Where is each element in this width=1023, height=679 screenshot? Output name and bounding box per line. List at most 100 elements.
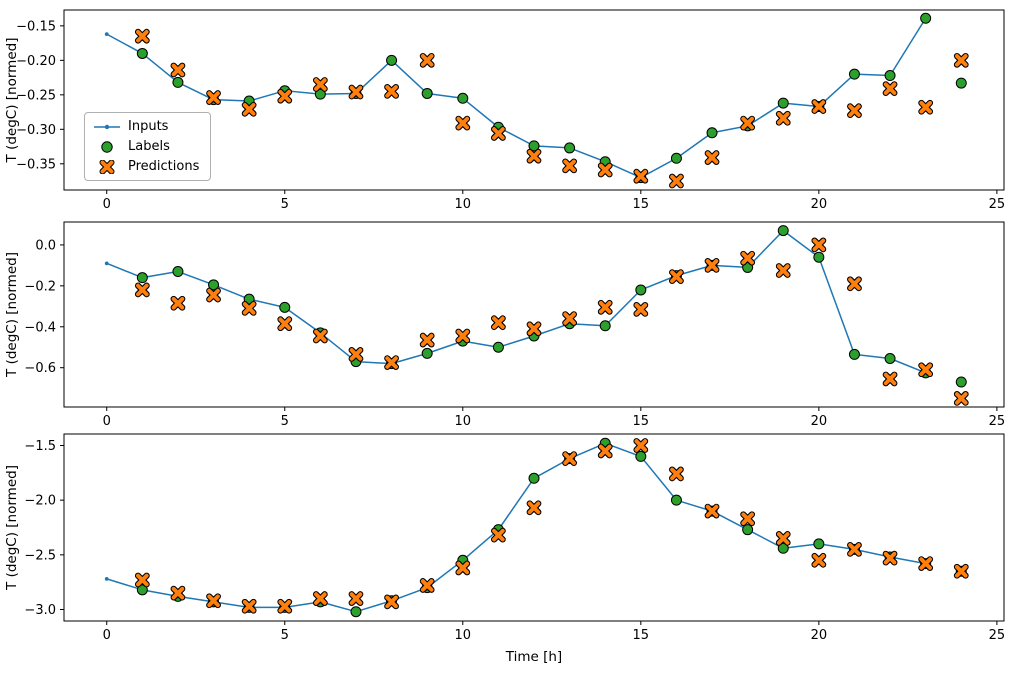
labels-circle-marker xyxy=(848,68,860,80)
predictions-x-marker xyxy=(598,163,612,177)
legend-item-inputs[interactable]: Inputs xyxy=(93,119,199,134)
labels-circle-marker xyxy=(136,47,148,59)
labels-circle-marker xyxy=(777,542,789,554)
labels-circle-marker xyxy=(813,538,825,550)
predictions-x-marker xyxy=(670,174,683,188)
y-tick-label: −0.2 xyxy=(24,279,56,294)
predictions-x-marker xyxy=(563,312,576,325)
y-tick-label: −3.0 xyxy=(24,603,56,618)
legend-item-predictions[interactable]: Predictions xyxy=(93,159,199,174)
predictions-x-marker xyxy=(492,127,505,140)
x-tick-label: 25 xyxy=(989,628,1006,643)
predictions-x-marker xyxy=(563,452,576,465)
legend-label-labels: Labels xyxy=(128,139,170,154)
x-tick-label: 15 xyxy=(633,628,650,643)
predictions-x-marker xyxy=(848,277,861,291)
x-tick-label: 10 xyxy=(455,197,472,212)
x-tick-label: 20 xyxy=(811,197,828,212)
x-tick-label: 25 xyxy=(989,197,1006,212)
predictions-x-marker xyxy=(883,372,897,386)
legend-item-labels[interactable]: Labels xyxy=(93,139,199,154)
axes-frame xyxy=(63,9,1005,191)
labels-circle-marker xyxy=(457,92,469,104)
predictions-x-marker xyxy=(741,251,754,265)
x-tick-label: 0 xyxy=(103,628,111,643)
labels-circle-marker xyxy=(742,524,754,536)
legend-label-predictions: Predictions xyxy=(128,159,200,174)
labels-circle-marker xyxy=(314,88,326,100)
axes-frame xyxy=(63,221,1005,408)
labels-circle-marker xyxy=(670,494,682,506)
predictions-x-marker xyxy=(848,543,861,556)
labels-circle-marker xyxy=(955,376,967,388)
predictions-x-marker xyxy=(705,259,719,272)
predictions-x-marker xyxy=(136,29,149,43)
y-tick-label: 0.0 xyxy=(35,238,56,253)
predictions-x-marker xyxy=(349,592,363,605)
predictions-x-marker xyxy=(563,159,576,173)
y-tick-label: −0.30 xyxy=(16,123,56,138)
predictions-x-marker xyxy=(207,288,220,302)
predictions-x-marker xyxy=(420,54,434,67)
labels-circle-marker xyxy=(350,606,362,618)
legend-label-inputs: Inputs xyxy=(128,119,169,134)
x-tick-label: 0 xyxy=(103,414,111,429)
predictions-x-marker xyxy=(705,151,719,164)
inputs-line xyxy=(106,17,927,179)
y-tick-label: −2.5 xyxy=(24,548,56,563)
predictions-x-marker xyxy=(278,317,292,331)
y-axis-label: T (degC) [normed] xyxy=(4,38,20,164)
predictions-x-marker xyxy=(812,238,826,252)
labels-circle-marker xyxy=(136,272,148,284)
y-tick-label: −2.0 xyxy=(24,494,56,509)
y-tick-label: −0.4 xyxy=(24,320,56,335)
x-tick-label: 15 xyxy=(633,414,650,429)
labels-circle-marker xyxy=(848,348,860,360)
labels-circle-marker xyxy=(386,54,398,66)
x-tick-label: 25 xyxy=(989,414,1006,429)
labels-circle-marker xyxy=(421,347,433,359)
predictions-x-marker xyxy=(492,528,505,542)
predictions-x-icon xyxy=(99,159,115,174)
predictions-x-marker xyxy=(919,363,932,377)
x-tick-label: 5 xyxy=(281,414,289,429)
predictions-x-marker xyxy=(848,104,861,117)
predictions-x-marker xyxy=(670,270,683,283)
predictions-x-marker xyxy=(741,512,754,526)
predictions-x-marker xyxy=(741,116,754,130)
labels-circle-marker xyxy=(884,70,896,82)
predictions-x-marker xyxy=(527,501,541,515)
predictions-x-marker xyxy=(171,63,185,77)
y-tick-label: −0.15 xyxy=(16,19,56,34)
x-tick-label: 20 xyxy=(811,414,828,429)
predictions-x-marker xyxy=(278,89,292,103)
y-tick-label: −0.25 xyxy=(16,88,56,103)
predictions-x-marker xyxy=(634,439,648,452)
labels-circle-marker xyxy=(528,140,540,152)
labels-circle-marker xyxy=(635,450,647,462)
x-tick-label: 20 xyxy=(811,628,828,643)
labels-circle-marker xyxy=(884,352,896,364)
x-tick-label: 15 xyxy=(633,197,650,212)
subplot-2: 0 5 10 15 20 25 0.0 −0.2 −0.4 −0.6 T (degC) [norme… xyxy=(4,221,1006,429)
predictions-x-marker xyxy=(314,329,327,343)
labels-circle-marker xyxy=(777,97,789,109)
predictions-x-marker xyxy=(349,348,363,361)
labels-circle-marker xyxy=(920,12,932,24)
predictions-x-marker xyxy=(136,283,149,297)
y-tick-label: −0.6 xyxy=(24,361,56,376)
labels-circle-icon xyxy=(101,140,113,153)
predictions-x-marker xyxy=(314,592,327,605)
predictions-x-marker xyxy=(385,356,398,369)
y-axis-label: T (degC) [normed] xyxy=(4,252,20,378)
predictions-x-marker xyxy=(492,316,505,329)
predictions-x-marker xyxy=(670,467,683,481)
y-axis-label: T (degC) [normed] xyxy=(4,465,20,591)
legend[interactable]: Inputs Labels Predictions xyxy=(84,112,212,181)
predictions-x-marker xyxy=(634,169,648,183)
predictions-x-marker xyxy=(919,100,932,114)
labels-circle-marker xyxy=(670,152,682,164)
x-tick-label: 5 xyxy=(281,628,289,643)
